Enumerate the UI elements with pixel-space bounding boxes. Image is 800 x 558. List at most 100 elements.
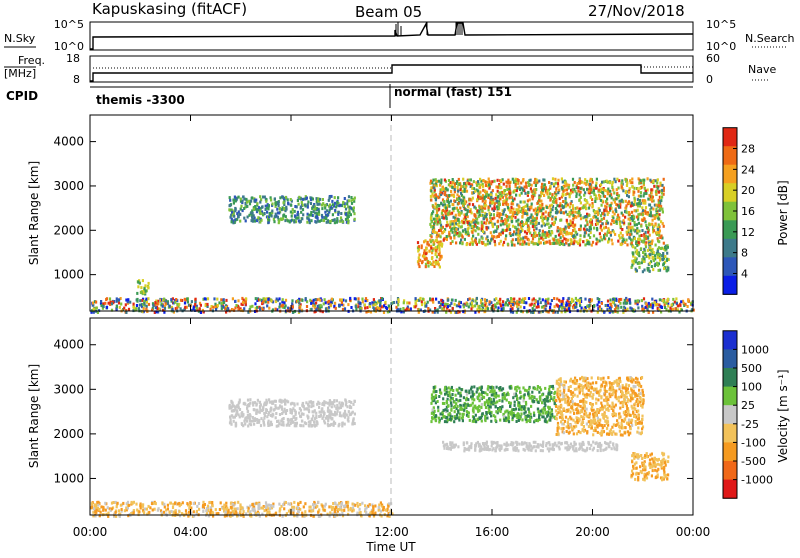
data-cell	[647, 267, 649, 270]
data-cell	[210, 308, 212, 311]
data-cell	[318, 210, 320, 213]
data-cell	[241, 422, 243, 425]
data-cell	[274, 404, 276, 407]
data-cell	[268, 511, 270, 514]
data-cell	[649, 270, 651, 273]
data-cell	[257, 504, 259, 507]
data-cell	[292, 509, 294, 512]
data-cell	[553, 223, 555, 226]
data-cell	[548, 230, 550, 233]
data-cell	[638, 222, 640, 225]
data-cell	[542, 298, 544, 301]
data-cell	[513, 244, 515, 247]
data-cell	[291, 299, 293, 302]
data-cell	[487, 181, 489, 184]
data-cell	[450, 190, 452, 193]
data-cell	[334, 209, 336, 212]
data-cell	[604, 195, 606, 198]
data-cell	[273, 220, 275, 223]
data-cell	[558, 307, 560, 310]
data-cell	[543, 183, 545, 186]
data-cell	[583, 194, 585, 197]
data-cell	[207, 297, 209, 300]
data-cell	[479, 239, 481, 242]
data-cell	[248, 214, 250, 217]
data-cell	[347, 509, 349, 512]
data-cell	[620, 243, 622, 246]
data-cell	[661, 258, 663, 261]
data-cell	[303, 505, 305, 508]
data-cell	[653, 259, 655, 262]
data-cell	[323, 509, 325, 512]
data-cell	[606, 234, 608, 237]
data-cell	[441, 212, 443, 215]
data-cell	[622, 189, 624, 192]
data-cell	[605, 189, 607, 192]
data-cell	[176, 303, 178, 306]
data-cell	[345, 299, 347, 302]
freq-unit-label: [MHz]	[4, 67, 36, 80]
data-cell	[415, 297, 417, 300]
data-cell	[285, 305, 287, 308]
data-cell	[343, 413, 345, 416]
data-cell	[481, 237, 483, 240]
data-cell	[154, 508, 156, 511]
data-cell	[615, 208, 617, 211]
data-cell	[520, 230, 522, 233]
data-cell	[344, 410, 346, 413]
data-cell	[225, 299, 227, 302]
data-cell	[560, 236, 562, 239]
data-cell	[335, 506, 337, 509]
data-cell	[589, 204, 591, 207]
data-cell	[96, 501, 98, 504]
data-cell	[570, 222, 572, 225]
data-cell	[260, 219, 262, 222]
data-cell	[581, 307, 583, 310]
data-cell	[568, 186, 570, 189]
data-cell	[353, 212, 355, 215]
data-cell	[478, 210, 480, 213]
data-cell	[539, 229, 541, 232]
data-cell	[364, 508, 366, 511]
data-cell	[323, 400, 325, 403]
data-cell	[148, 505, 150, 508]
data-cell	[339, 298, 341, 301]
data-cell	[349, 206, 351, 209]
data-cell	[239, 503, 241, 506]
data-cell	[657, 178, 659, 181]
data-cell	[350, 306, 352, 309]
data-cell	[626, 302, 628, 305]
data-cell	[575, 297, 577, 300]
data-cell	[169, 502, 171, 505]
data-cell	[634, 200, 636, 203]
data-cell	[491, 235, 493, 238]
data-cell	[643, 199, 645, 202]
data-cell	[638, 202, 640, 205]
data-cell	[349, 297, 351, 300]
data-cell	[445, 187, 447, 190]
data-cell	[501, 194, 503, 197]
data-cell	[309, 221, 311, 224]
data-cell	[637, 187, 639, 190]
data-cell	[167, 504, 169, 507]
data-cell	[336, 220, 338, 223]
data-cell	[498, 233, 500, 236]
data-cell	[649, 262, 651, 265]
data-cell	[322, 202, 324, 205]
data-cell	[655, 244, 657, 247]
data-cell	[241, 506, 243, 509]
data-cell	[484, 205, 486, 208]
data-cell	[665, 248, 667, 251]
data-cell	[174, 502, 176, 505]
nave-trace	[93, 65, 693, 68]
data-cell	[457, 209, 459, 212]
data-cell	[271, 210, 273, 213]
data-cell	[430, 247, 432, 250]
data-cell	[595, 182, 597, 185]
data-cell	[178, 510, 180, 513]
data-cell	[561, 187, 563, 190]
data-cell	[291, 302, 293, 305]
data-cell	[641, 305, 643, 308]
data-cell	[570, 202, 572, 205]
data-cell	[585, 204, 587, 207]
